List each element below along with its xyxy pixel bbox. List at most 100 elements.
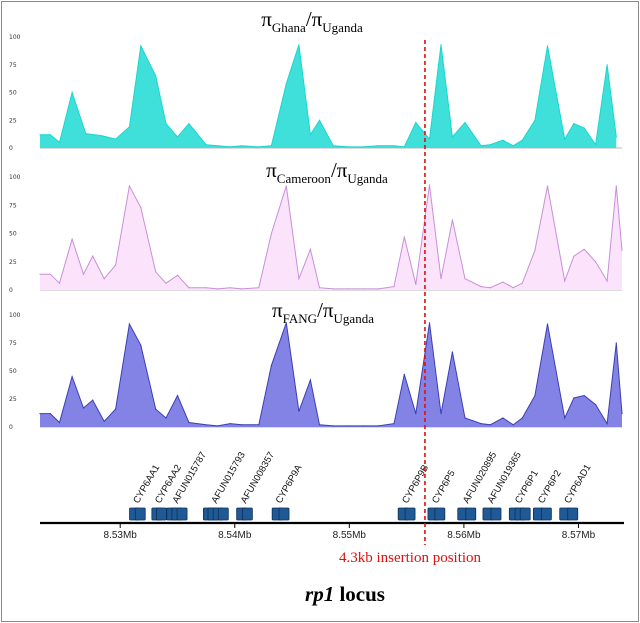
data-point <box>270 364 272 366</box>
data-point <box>362 425 364 427</box>
x-tick-label: 8.53Mb <box>104 530 138 541</box>
data-point <box>217 425 219 427</box>
data-point <box>318 287 321 289</box>
data-point <box>480 423 482 425</box>
x-tick-label: 8.56Mb <box>447 530 481 541</box>
data-point <box>165 282 167 284</box>
x-tick-label: 8.54Mb <box>218 530 252 541</box>
data-point <box>546 323 549 325</box>
data-point <box>229 146 231 148</box>
data-point <box>521 282 523 284</box>
gene-cyp6p5: CYP6P5 <box>427 468 458 521</box>
data-point <box>347 425 349 427</box>
data-point <box>428 322 431 324</box>
data-point <box>480 286 482 288</box>
data-point <box>489 144 491 146</box>
data-point <box>103 278 105 280</box>
y-tick-label: 25 <box>9 259 17 266</box>
data-point <box>440 44 442 46</box>
data-point <box>309 134 311 136</box>
y-tick-label: 0 <box>9 145 13 152</box>
data-point <box>140 206 142 209</box>
data-point <box>595 404 597 406</box>
data-point <box>573 397 575 399</box>
data-point <box>82 407 85 409</box>
data-point <box>564 138 566 140</box>
data-point <box>101 135 103 137</box>
pi-symbol: π <box>323 298 334 322</box>
data-point <box>205 287 207 289</box>
gene-label: CYP6P9A <box>274 462 305 505</box>
data-point <box>176 274 179 276</box>
data-point <box>546 185 549 187</box>
data-point <box>428 138 431 140</box>
data-point <box>573 255 575 257</box>
y-tick-label: 25 <box>9 117 17 124</box>
panel-title: πCameroon/πUganda <box>266 158 388 186</box>
data-point <box>595 144 597 146</box>
data-point <box>49 134 51 136</box>
data-point <box>534 395 536 397</box>
y-tick-label: 0 <box>9 287 13 294</box>
y-tick-label: 0 <box>9 424 13 431</box>
data-point <box>606 64 608 66</box>
panel-title: πFANG/πUganda <box>272 298 374 326</box>
data-point <box>512 145 514 147</box>
data-point <box>332 145 334 147</box>
data-point <box>298 44 300 46</box>
coverage-panels: πGhana/πUganda1007550250πCameroon/πUgand… <box>9 7 623 431</box>
x-tick-label: 8.55Mb <box>333 530 367 541</box>
y-tick-label: 25 <box>9 396 17 403</box>
data-point <box>285 185 287 187</box>
locus-italic: rp1 <box>305 582 334 606</box>
data-point <box>229 287 231 289</box>
gene-exon <box>156 507 167 521</box>
insertion-label: 4.3kb insertion position <box>339 550 482 566</box>
area-fill <box>40 322 622 427</box>
title-denominator: Uganda <box>334 311 375 326</box>
data-point <box>298 278 300 280</box>
data-point <box>309 248 311 250</box>
data-point <box>103 420 105 422</box>
data-point <box>606 280 608 282</box>
data-point <box>583 395 585 397</box>
data-point <box>621 413 623 415</box>
data-point <box>285 83 287 85</box>
data-point <box>502 139 504 141</box>
data-point <box>451 219 453 221</box>
data-point <box>258 424 260 426</box>
data-point <box>615 185 617 187</box>
data-point <box>229 423 231 425</box>
data-point <box>564 417 566 419</box>
gene-exon <box>490 507 502 521</box>
data-point <box>464 278 466 280</box>
data-point <box>393 145 395 147</box>
data-point <box>140 45 142 47</box>
data-point <box>415 413 417 415</box>
data-point <box>362 288 364 290</box>
data-point <box>155 271 157 273</box>
data-point <box>534 119 536 121</box>
data-point <box>92 255 94 257</box>
data-point <box>188 421 190 424</box>
data-point <box>258 287 260 289</box>
data-point <box>347 288 349 290</box>
data-point <box>318 119 321 121</box>
data-point <box>309 379 311 381</box>
data-point <box>128 185 130 187</box>
data-point <box>165 123 167 125</box>
data-point <box>82 273 85 275</box>
data-point <box>393 286 395 288</box>
data-point <box>606 423 608 425</box>
data-point <box>115 138 117 140</box>
data-point <box>377 145 379 147</box>
gene-exon <box>217 507 229 521</box>
pi-symbol: π <box>261 7 272 31</box>
data-point <box>241 145 243 147</box>
data-point <box>318 424 321 426</box>
locus-label: rp1 locus <box>305 582 385 606</box>
gene-exon <box>241 507 253 521</box>
data-point <box>428 184 431 186</box>
